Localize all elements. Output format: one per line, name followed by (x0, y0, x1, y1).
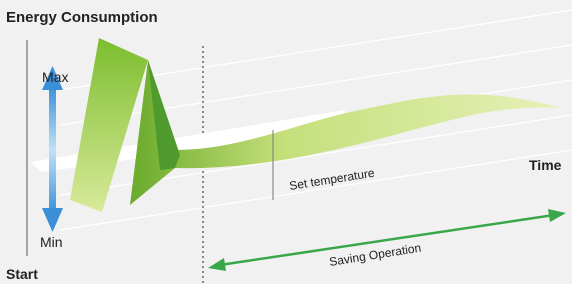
diagram: Energy Consumption Max Min Start Time Se… (0, 0, 572, 284)
time-label: Time (529, 157, 562, 173)
max-label: Max (42, 69, 68, 85)
range-arrow (42, 66, 63, 232)
saving-operation-label: Saving Operation (328, 241, 422, 269)
start-label: Start (6, 266, 38, 282)
min-label: Min (40, 234, 63, 250)
set-temperature-label: Set temperature (288, 166, 375, 193)
title: Energy Consumption (6, 9, 158, 26)
saving-arrow (208, 209, 566, 271)
